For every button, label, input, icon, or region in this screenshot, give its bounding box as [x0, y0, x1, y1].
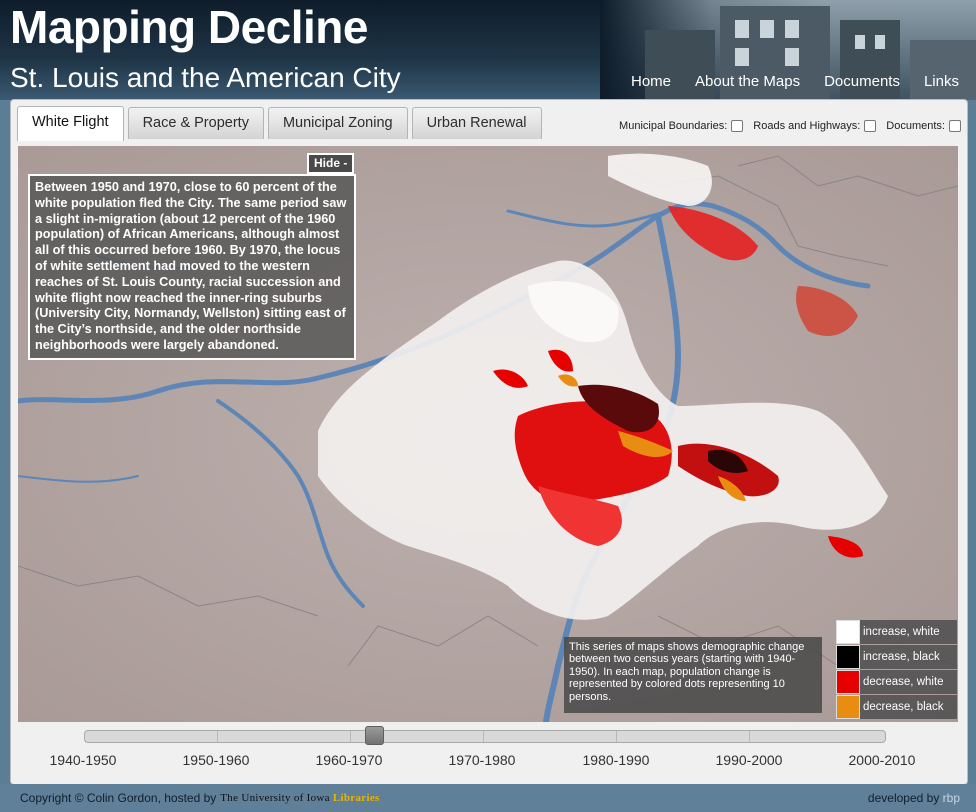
- timeline-periods: 1940-1950 1950-1960 1960-1970 1970-1980 …: [0, 752, 976, 772]
- nav-about-maps-link[interactable]: About the Maps: [695, 73, 801, 90]
- developer-credit: developed by rbp: [868, 791, 960, 805]
- site-subtitle: St. Louis and the American City: [10, 62, 401, 93]
- swatch-decrease-white: [836, 670, 860, 694]
- tab-race-property[interactable]: Race & Property: [127, 107, 264, 139]
- top-navigation: Home About the Maps Documents Links: [631, 73, 959, 90]
- developer-link[interactable]: rbp: [942, 791, 960, 805]
- nav-links-link[interactable]: Links: [923, 73, 959, 90]
- site-footer: Copyright © Colin Gordon, hosted by The …: [0, 784, 976, 812]
- period-1960-1970[interactable]: 1960-1970: [315, 752, 383, 768]
- legend-decrease-white: decrease, white: [836, 670, 957, 694]
- map-note-box: This series of maps shows demographic ch…: [564, 637, 822, 713]
- uiowa-logo-main: The University of Iowa: [220, 792, 330, 804]
- roads-highways-toggle[interactable]: Roads and Highways:: [753, 120, 877, 132]
- header-photo: [600, 0, 976, 100]
- copyright-text: Copyright © Colin Gordon, hosted by: [20, 791, 217, 805]
- uiowa-libraries-logo[interactable]: The University of Iowa Libraries: [220, 792, 379, 804]
- legend-increase-white: increase, white: [836, 620, 957, 644]
- timeline-slider-handle[interactable]: [364, 726, 384, 745]
- documents-label: Documents:: [886, 120, 945, 132]
- legend-label-increase-white: increase, white: [860, 620, 957, 644]
- slider-tick: [749, 731, 750, 742]
- period-1970-1980[interactable]: 1970-1980: [448, 752, 516, 768]
- site-title: Mapping Decline: [10, 1, 368, 53]
- legend-label-decrease-black: decrease, black: [860, 695, 957, 719]
- hide-description-button[interactable]: Hide -: [307, 153, 355, 174]
- documents-toggle[interactable]: Documents:: [886, 120, 961, 132]
- tab-white-flight[interactable]: White Flight: [17, 106, 124, 141]
- municipal-boundaries-label: Municipal Boundaries:: [619, 120, 728, 132]
- slider-tick: [350, 731, 351, 742]
- map-description-box: Between 1950 and 1970, close to 60 perce…: [28, 174, 356, 360]
- roads-highways-label: Roads and Highways:: [753, 120, 861, 132]
- map-legend: increase, white increase, black decrease…: [836, 620, 957, 720]
- legend-label-decrease-white: decrease, white: [860, 670, 957, 694]
- legend-label-increase-black: increase, black: [860, 645, 957, 669]
- population-change-dots: [318, 153, 888, 620]
- municipal-boundaries-checkbox[interactable]: [731, 120, 744, 132]
- legend-decrease-black: decrease, black: [836, 695, 957, 719]
- map-tabs: White Flight Race & Property Municipal Z…: [17, 106, 542, 141]
- swatch-decrease-black: [836, 695, 860, 719]
- swatch-increase-black: [836, 645, 860, 669]
- developed-by-text: developed by: [867, 791, 940, 805]
- legend-increase-black: increase, black: [836, 645, 957, 669]
- slider-tick: [616, 731, 617, 742]
- timeline-slider[interactable]: [84, 726, 886, 745]
- period-1940-1950[interactable]: 1940-1950: [49, 752, 117, 768]
- municipal-boundaries-toggle[interactable]: Municipal Boundaries:: [619, 120, 744, 132]
- footer-credits: Copyright © Colin Gordon, hosted by The …: [20, 791, 380, 805]
- nav-home-link[interactable]: Home: [631, 73, 672, 90]
- slider-tick: [217, 731, 218, 742]
- map-canvas[interactable]: Hide - Between 1950 and 1970, close to 6…: [18, 146, 958, 722]
- slider-tick: [483, 731, 484, 742]
- tab-urban-renewal[interactable]: Urban Renewal: [411, 107, 542, 139]
- period-2000-2010[interactable]: 2000-2010: [848, 752, 916, 768]
- layer-controls: Municipal Boundaries: Roads and Highways…: [619, 120, 961, 132]
- swatch-increase-white: [836, 620, 860, 644]
- uiowa-logo-accent: Libraries: [332, 792, 380, 804]
- site-header: Mapping Decline St. Louis and the Americ…: [0, 0, 976, 100]
- period-1990-2000[interactable]: 1990-2000: [715, 752, 783, 768]
- roads-highways-checkbox[interactable]: [864, 120, 877, 132]
- documents-checkbox[interactable]: [949, 120, 961, 132]
- nav-documents-link[interactable]: Documents: [824, 73, 900, 90]
- period-1950-1960[interactable]: 1950-1960: [182, 752, 250, 768]
- period-1980-1990[interactable]: 1980-1990: [582, 752, 650, 768]
- tab-municipal-zoning[interactable]: Municipal Zoning: [267, 107, 408, 139]
